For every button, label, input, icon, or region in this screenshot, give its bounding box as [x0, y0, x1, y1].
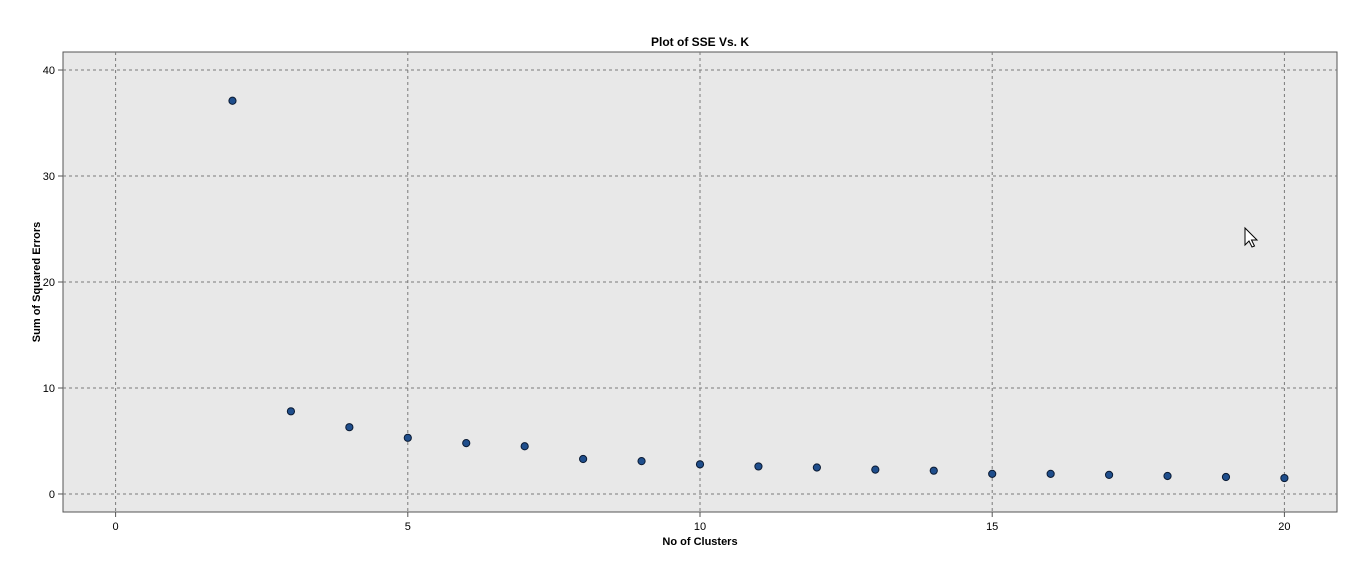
- data-point: [286, 407, 296, 416]
- x-axis-label: No of Clusters: [662, 536, 737, 548]
- data-point: [695, 460, 705, 469]
- y-tick-label: 30: [43, 171, 55, 183]
- data-point: [1221, 472, 1231, 482]
- data-point: [871, 465, 880, 474]
- x-tick-label: 5: [405, 521, 411, 533]
- data-point: [1046, 469, 1055, 478]
- x-tick-label: 10: [694, 521, 706, 533]
- y-axis-label: Sum of Squared Errors: [31, 222, 43, 342]
- data-point: [1280, 473, 1289, 483]
- y-tick-label: 20: [43, 277, 55, 289]
- data-point: [579, 454, 588, 464]
- data-point: [1104, 470, 1114, 480]
- x-tick-label: 15: [986, 521, 998, 533]
- grid-lines: [63, 52, 1337, 512]
- data-point: [520, 442, 529, 451]
- y-tick-label: 10: [43, 383, 55, 395]
- data-point: [403, 433, 412, 442]
- x-tick-label: 0: [113, 521, 119, 533]
- data-points: [228, 96, 1289, 483]
- axis-ticks: 0 5 10 15 20 0 10 20 30 40: [43, 65, 1291, 533]
- x-tick-label: 20: [1278, 521, 1290, 533]
- data-point: [228, 96, 237, 105]
- data-point: [345, 423, 354, 432]
- data-point: [988, 469, 997, 478]
- data-point: [637, 457, 646, 466]
- y-tick-label: 40: [43, 65, 55, 77]
- data-point: [812, 463, 821, 472]
- data-point: [462, 439, 471, 448]
- data-point: [929, 466, 938, 475]
- chart-title: Plot of SSE Vs. K: [651, 35, 749, 49]
- mouse-pointer-icon: [1244, 226, 1259, 248]
- data-point: [1163, 471, 1172, 481]
- data-point: [754, 462, 763, 471]
- y-tick-label: 0: [49, 489, 55, 501]
